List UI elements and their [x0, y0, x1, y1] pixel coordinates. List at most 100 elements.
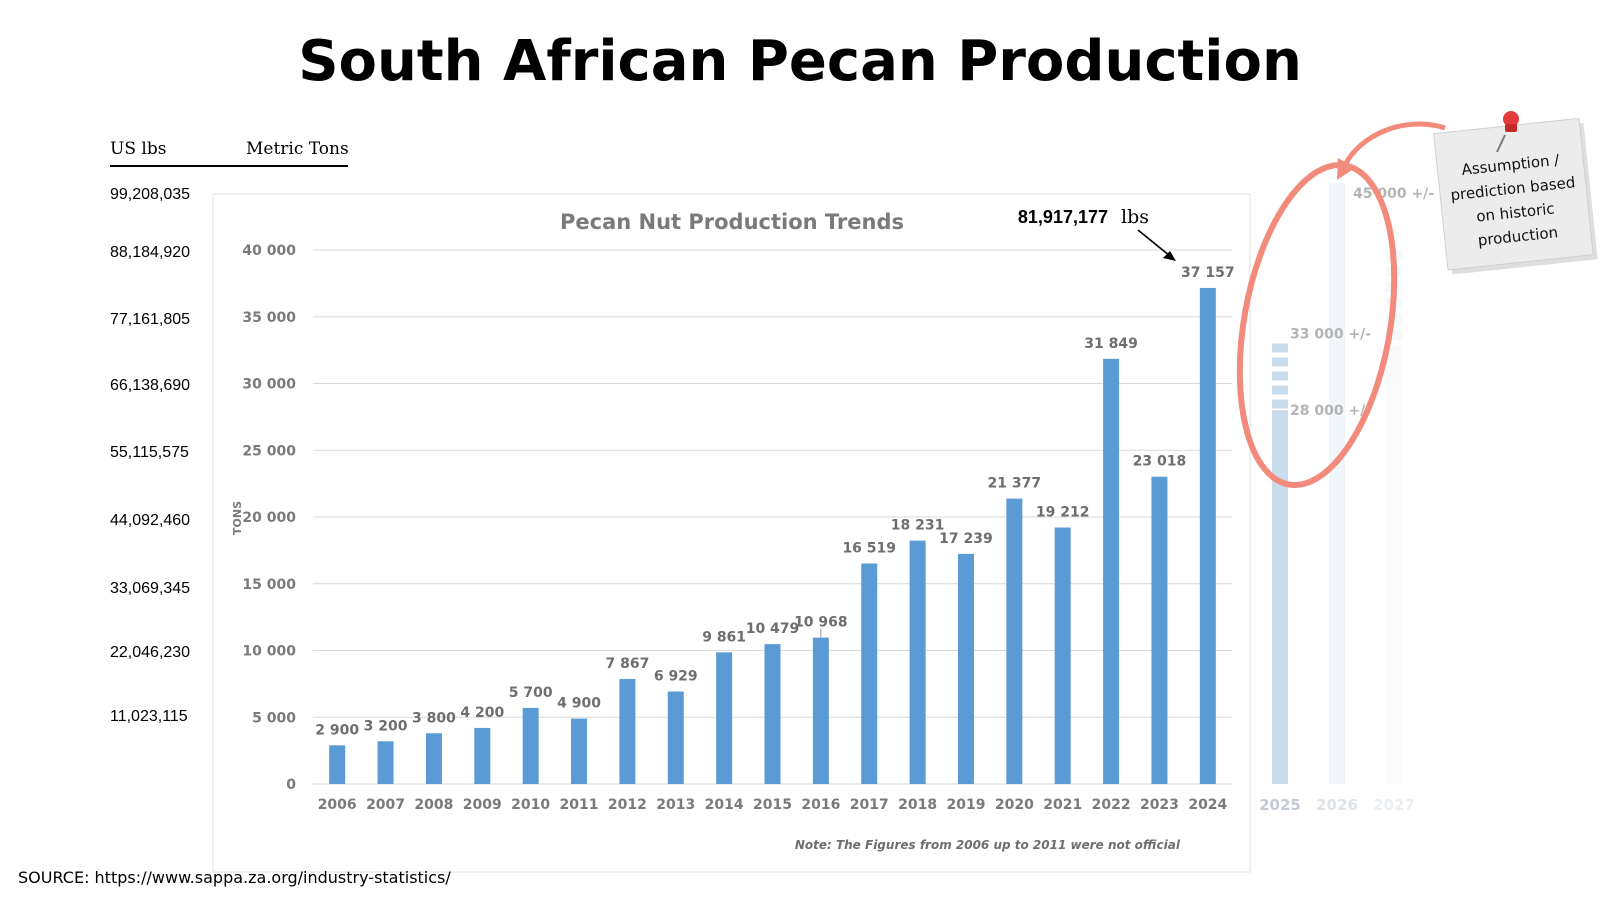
bar	[667, 691, 684, 784]
bar	[957, 553, 974, 784]
lbs-tick-label: 22,046,230	[110, 644, 190, 661]
y-tick-label: 30 000	[242, 377, 296, 393]
lbs-tick-label: 55,115,575	[110, 444, 189, 461]
y-axis-ticks: 0 5 000 10 000 15 000 20 000 25 000 30 000 35 0…	[242, 243, 296, 793]
x-tick-label: 2014	[705, 797, 744, 813]
curved-arrow	[1342, 121, 1446, 167]
data-label: 17 239	[939, 531, 993, 547]
chart-title: Pecan Nut Production Trends	[560, 210, 904, 234]
data-label: 4 900	[557, 696, 601, 712]
projection-band	[1272, 399, 1288, 409]
metric-tons-header: Metric Tons	[246, 139, 349, 159]
lbs-tick-label: 33,069,345	[110, 580, 190, 597]
lbs-tick-label: 99,208,035	[110, 186, 190, 203]
projection-band	[1386, 330, 1402, 340]
projection-band	[1272, 343, 1288, 353]
data-label: 3 800	[412, 710, 456, 726]
data-label: 31 849	[1084, 336, 1138, 352]
bar	[716, 652, 733, 784]
data-label: 7 867	[605, 656, 649, 672]
x-tick-label: 2019	[946, 797, 985, 813]
lbs-tick-label: 66,138,690	[110, 377, 190, 394]
x-tick-label: 2023	[1140, 797, 1179, 813]
x-tick-label: 2024	[1188, 797, 1227, 813]
bar	[764, 644, 781, 784]
data-label: 19 212	[1036, 505, 1090, 521]
x-tick-label: 2009	[463, 797, 502, 813]
x-tick-label: 2011	[560, 797, 599, 813]
x-tick-label: 2008	[414, 797, 453, 813]
y-tick-label: 20 000	[242, 510, 296, 526]
bar	[1103, 358, 1120, 784]
data-label: 3 200	[364, 718, 408, 734]
data-label: 37 157	[1181, 265, 1235, 281]
data-label: 2 900	[315, 722, 359, 738]
source-text: SOURCE: https://www.sappa.za.org/industr…	[18, 868, 451, 887]
bar	[329, 745, 346, 784]
x-tick-label: 2013	[656, 797, 695, 813]
y-tick-label: 0	[286, 777, 296, 793]
x-tick-label: 2012	[608, 797, 647, 813]
x-tick-label: 2010	[511, 797, 550, 813]
projection-year-label: 2027	[1373, 796, 1415, 814]
x-tick-label: 2020	[995, 797, 1034, 813]
projection-year-label: 2025	[1259, 796, 1301, 814]
bar	[861, 563, 878, 784]
y-tick-label: 40 000	[242, 243, 296, 259]
data-label: 4 200	[460, 705, 504, 721]
y-tick-label: 5 000	[252, 710, 296, 726]
data-label: 6 929	[654, 668, 698, 684]
projection-year-label: 2026	[1316, 796, 1358, 814]
bar	[377, 741, 394, 784]
y-axis-label: TONS	[231, 501, 244, 535]
x-tick-label: 2021	[1043, 797, 1082, 813]
bars	[329, 287, 1216, 784]
bar	[619, 678, 636, 784]
projection-bar	[1329, 183, 1345, 784]
y-tick-label: 25 000	[242, 443, 296, 459]
bar	[1006, 498, 1023, 784]
curved-arrowhead	[1337, 158, 1355, 180]
x-tick-label: 2022	[1092, 797, 1131, 813]
x-tick-label: 2018	[898, 797, 937, 813]
data-label: 10 968	[794, 615, 848, 631]
bar	[571, 718, 588, 784]
projection-value-label: 45 000 +/-	[1353, 186, 1434, 202]
callout-value: 81,917,177	[1018, 207, 1108, 227]
projection-band	[1272, 385, 1288, 395]
x-tick-label: 2007	[366, 797, 405, 813]
bar	[1199, 287, 1216, 784]
projection-band	[1386, 346, 1402, 356]
lbs-tick-label: 11,023,115	[110, 708, 188, 725]
bar	[522, 707, 539, 784]
data-label: 10 479	[746, 621, 800, 637]
chart-note: Note: The Figures from 2006 up to 2011 w…	[795, 838, 1181, 852]
x-tick-label: 2015	[753, 797, 792, 813]
y-tick-label: 10 000	[242, 644, 296, 660]
projection-2026	[1329, 183, 1345, 784]
bar	[909, 540, 926, 784]
data-label: 18 231	[891, 518, 945, 534]
y-tick-label: 35 000	[242, 310, 296, 326]
y-tick-label: 15 000	[242, 577, 296, 593]
lbs-tick-label: 88,184,920	[110, 244, 190, 261]
projection-bar	[1272, 410, 1288, 784]
lbs-tick-label: 77,161,805	[110, 311, 190, 328]
page-title: South African Pecan Production	[298, 29, 1302, 94]
lbs-tick-label: 44,092,460	[110, 512, 190, 529]
x-axis-ticks: 2006 2007 2008 2009 2010 2011 2012 2013 2014 2015…	[318, 797, 1228, 813]
callout-arrow	[1137, 229, 1171, 257]
data-label: 16 519	[842, 540, 896, 556]
bar	[1151, 476, 1168, 784]
bar	[425, 733, 442, 784]
projections: 2025 2026 2027 28 000 +/- 33 000 +/- 45 000 +…	[1259, 183, 1434, 814]
projection-bar	[1386, 350, 1402, 784]
data-label: 21 377	[988, 476, 1042, 492]
bar	[812, 637, 829, 784]
projection-value-label: 28 000 +/-	[1290, 403, 1371, 419]
sticky-note: Assumption / prediction based on histori…	[1433, 117, 1598, 275]
projection-value-label: 33 000 +/-	[1290, 326, 1371, 342]
callout-unit: lbs	[1121, 206, 1149, 228]
